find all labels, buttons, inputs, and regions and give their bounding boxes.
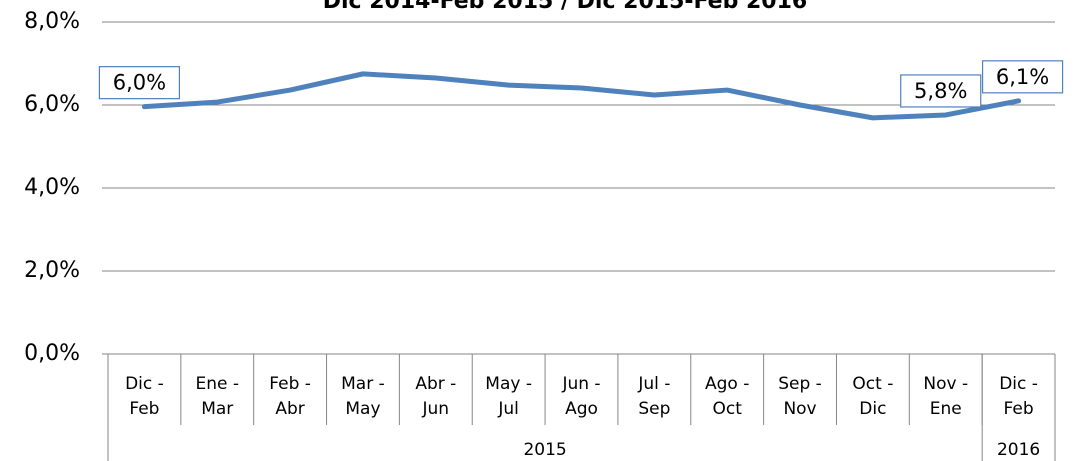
x-tick-label: Jun [422,399,450,419]
x-tick-label: Nov - [923,374,968,394]
x-tick-label: Mar - [341,374,385,394]
x-tick-label: Oct - [852,374,893,394]
x-tick-label: Nov [783,399,816,419]
x-tick-label: Ene [930,399,962,419]
y-tick-label: 2,0% [24,258,80,283]
x-tick-label: Abr [275,399,304,419]
x-tick-label: Feb [1004,399,1034,419]
x-group-label: 2015 [523,440,566,460]
data-label: 6,1% [996,65,1049,89]
x-group-label: 2016 [997,440,1040,460]
x-tick-label: Jul - [637,374,670,394]
data-label-box [98,66,181,100]
x-tick-label: Dic [859,399,886,419]
y-tick-label: 6,0% [24,92,80,117]
data-label-box [981,60,1064,94]
x-tick-label: Ene - [196,374,240,394]
x-tick-label: Jul [497,399,519,419]
x-tick-label: May - [485,374,532,394]
x-tick-label: Sep - [778,374,822,394]
x-tick-label: Jun - [561,374,600,394]
x-tick-label: May [345,399,380,419]
x-tick-label: Sep [638,399,670,419]
x-tick-label: Abr - [415,374,456,394]
chart-title: Dic 2014-Feb 2015 / Dic 2015-Feb 2016 [323,0,807,14]
x-tick-label: Feb - [269,374,311,394]
x-tick-label: Dic - [125,374,164,394]
x-tick-label: Ago [565,399,598,419]
y-tick-label: 4,0% [24,175,80,200]
data-label: 6,0% [113,71,166,95]
data-label-box [900,74,982,108]
x-tick-label: Oct [712,399,742,419]
x-tick-label: Mar [201,399,233,419]
data-label: 5,8% [914,79,967,103]
x-tick-label: Ago - [705,374,749,394]
y-tick-label: 0,0% [24,341,80,366]
line [141,71,1022,121]
x-tick-label: Dic - [999,374,1038,394]
y-tick-label: 8,0% [24,9,80,34]
x-tick-label: Feb [129,399,159,419]
